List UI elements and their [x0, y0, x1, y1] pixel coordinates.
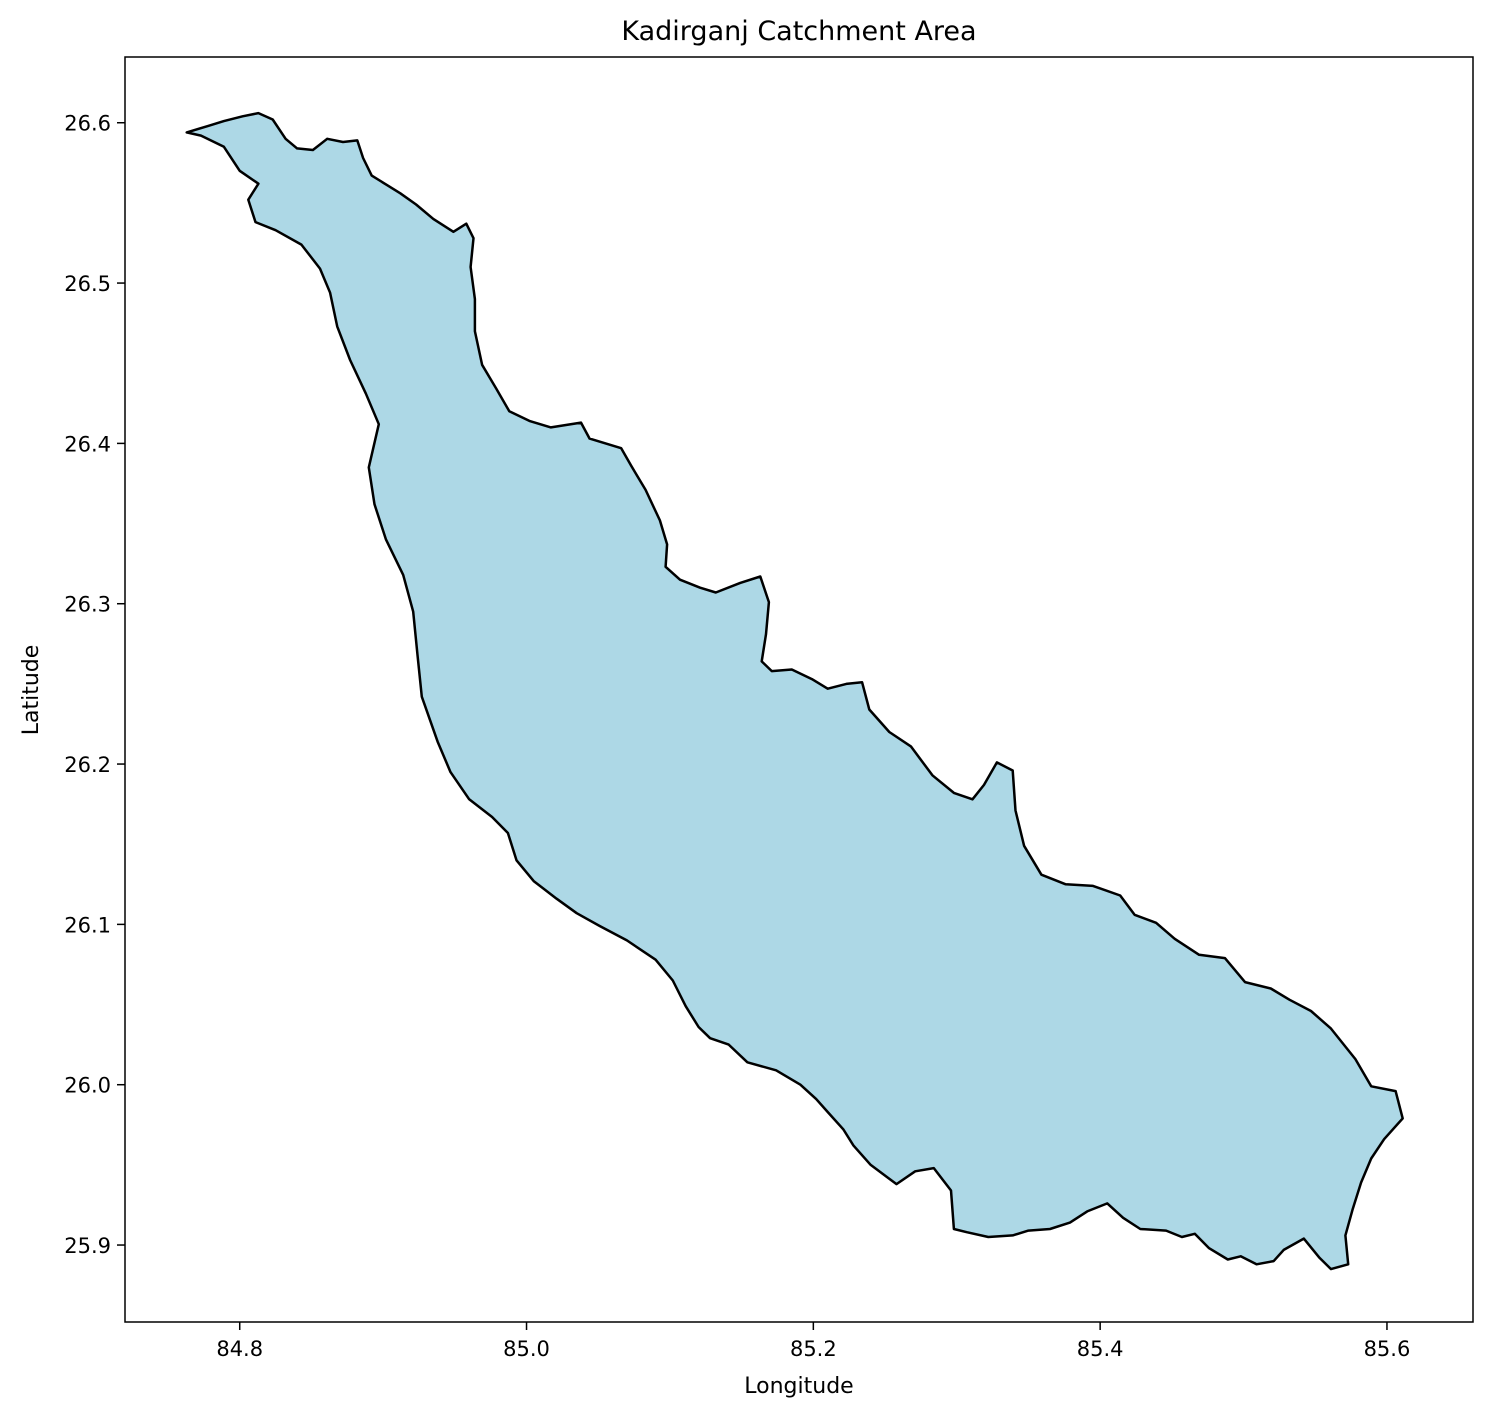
y-tick-label: 26.1	[64, 913, 111, 937]
x-axis-label: Longitude	[744, 1374, 853, 1399]
x-tick-label: 84.8	[216, 1337, 263, 1361]
x-tick-label: 85.4	[1077, 1337, 1124, 1361]
y-tick-label: 26.6	[64, 112, 111, 136]
y-tick-label: 26.0	[64, 1074, 111, 1098]
axes-frame	[124, 56, 1474, 1323]
y-tick-label: 26.3	[64, 593, 111, 617]
y-axis-ticks: 25.9 26.0 26.1 26.2 26.3 26.4 26.5 26.6	[64, 112, 125, 1258]
y-tick-label: 26.4	[64, 432, 111, 456]
y-tick-label: 26.2	[64, 753, 111, 777]
x-tick-label: 85.0	[503, 1337, 550, 1361]
y-tick-label: 26.5	[64, 272, 111, 296]
x-axis-ticks: 84.8 85.0 85.2 85.4 85.6	[216, 1322, 1410, 1361]
plot-area	[185, 111, 1404, 1271]
y-axis-label: Latitude	[19, 645, 44, 736]
x-tick-label: 85.6	[1364, 1337, 1411, 1361]
y-tick-label: 25.9	[64, 1234, 111, 1258]
x-tick-label: 85.2	[790, 1337, 837, 1361]
catchment-boundary-polygon	[185, 111, 1404, 1271]
chart-title: Kadirganj Catchment Area	[621, 16, 976, 47]
